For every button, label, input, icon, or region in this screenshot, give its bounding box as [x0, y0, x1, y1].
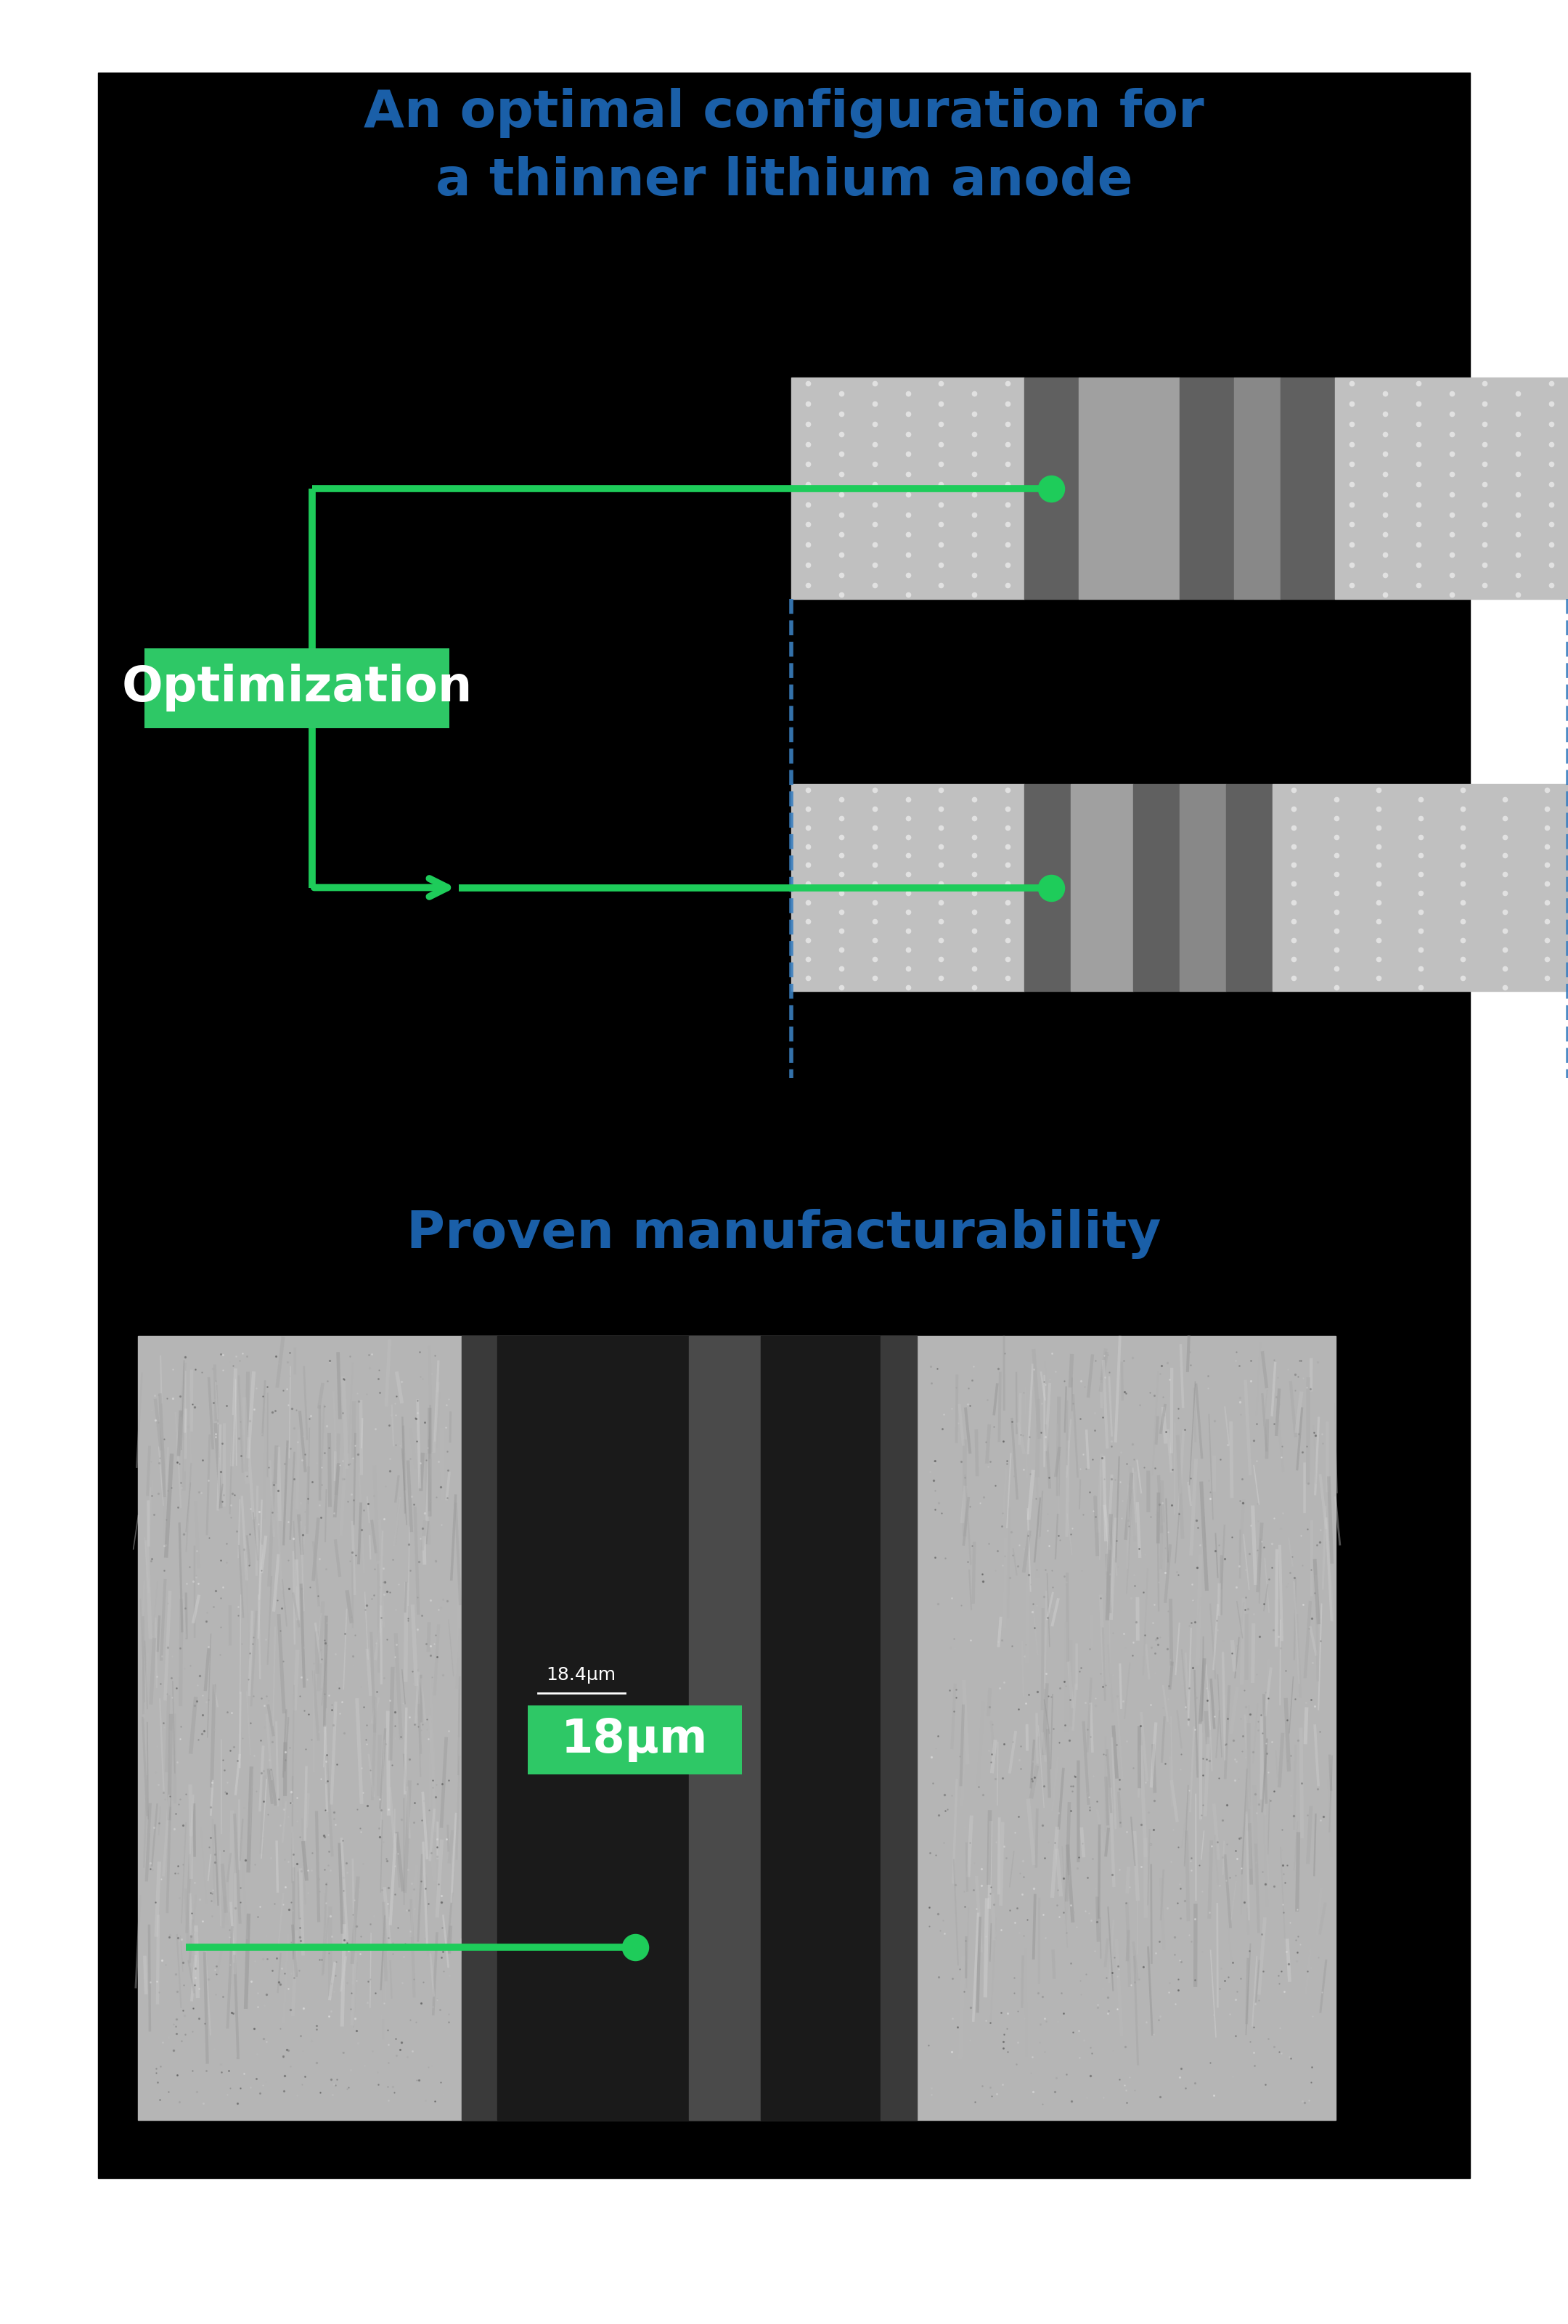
- Bar: [760, 1336, 881, 2119]
- Bar: [97, 72, 1471, 2178]
- Bar: [1024, 376, 1079, 600]
- Text: a thinner lithium anode: a thinner lithium anode: [436, 156, 1132, 207]
- Bar: [688, 1336, 760, 2119]
- Bar: [461, 1336, 497, 2119]
- Bar: [527, 1706, 742, 1773]
- Text: An optimal configuration for: An optimal configuration for: [364, 88, 1204, 137]
- Bar: [881, 1336, 916, 2119]
- Text: Optimization: Optimization: [121, 665, 472, 711]
- Text: 18μm: 18μm: [561, 1717, 707, 1762]
- Bar: [1226, 783, 1273, 990]
- Bar: [1134, 783, 1179, 990]
- Bar: [1071, 783, 1134, 990]
- Bar: [1273, 783, 1568, 990]
- Bar: [1024, 783, 1071, 990]
- Bar: [792, 783, 1024, 990]
- Bar: [1281, 376, 1334, 600]
- Bar: [1179, 376, 1234, 600]
- Bar: [1079, 376, 1179, 600]
- Bar: [497, 1336, 688, 2119]
- Bar: [1334, 376, 1568, 600]
- Text: 18.4μm: 18.4μm: [546, 1666, 616, 1683]
- Bar: [144, 648, 450, 727]
- Bar: [138, 1336, 1336, 2119]
- Bar: [1179, 783, 1226, 990]
- Bar: [1234, 376, 1281, 600]
- Bar: [792, 376, 1024, 600]
- Text: Proven manufacturability: Proven manufacturability: [406, 1208, 1162, 1260]
